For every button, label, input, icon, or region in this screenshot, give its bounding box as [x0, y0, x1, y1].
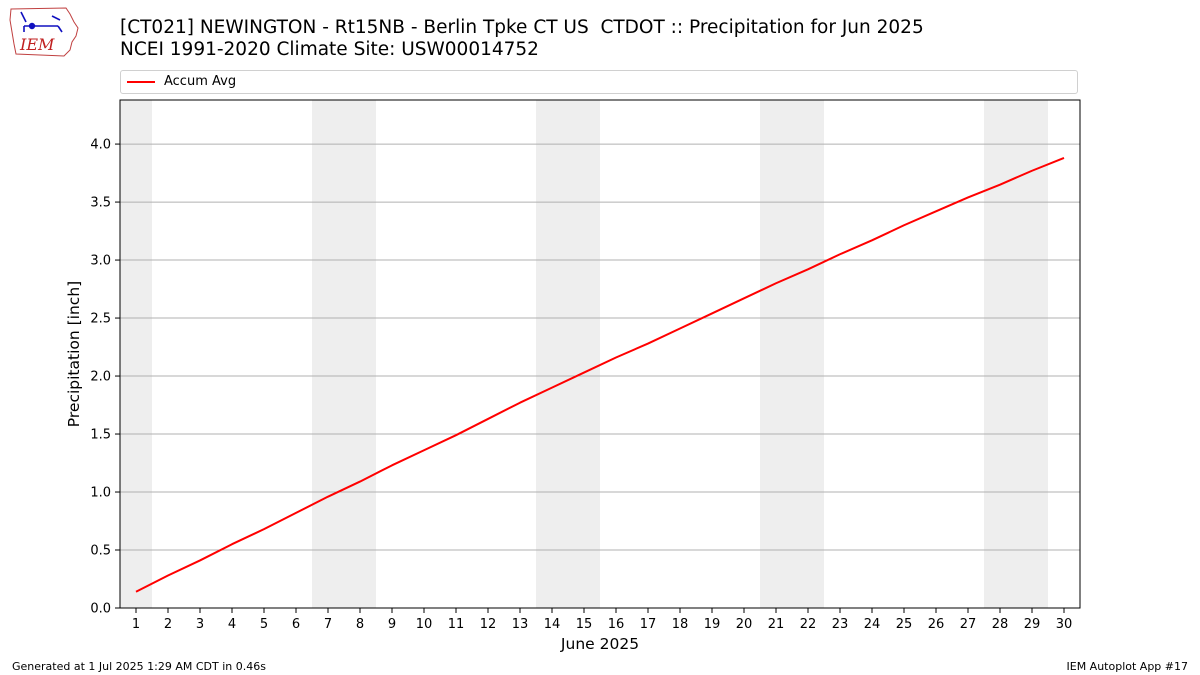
x-tick-label: 24 [864, 617, 881, 632]
y-tick-label: 1.0 [90, 486, 111, 501]
x-tick-label: 3 [196, 617, 204, 632]
y-tick-label: 2.5 [90, 312, 111, 327]
logo-text: IEM [19, 35, 55, 54]
weekend-shade [760, 100, 824, 608]
y-tick-label: 0.5 [90, 544, 111, 559]
y-tick-label: 4.0 [90, 138, 111, 153]
weather-station-icon [20, 11, 63, 33]
weekend-shade [120, 100, 152, 608]
x-tick-label: 17 [640, 617, 657, 632]
y-axis-label: Precipitation [inch] [65, 281, 83, 427]
x-tick-label: 15 [576, 617, 593, 632]
x-tick-label: 18 [672, 617, 689, 632]
x-tick-label: 5 [260, 617, 268, 632]
x-tick-label: 21 [768, 617, 785, 632]
x-tick-label: 9 [388, 617, 396, 632]
x-tick-label: 23 [832, 617, 849, 632]
x-tick-label: 26 [928, 617, 945, 632]
legend: Accum Avg [120, 70, 1078, 94]
x-tick-label: 22 [800, 617, 817, 632]
x-tick-label: 14 [544, 617, 561, 632]
weekend-shade [984, 100, 1048, 608]
x-tick-label: 2 [164, 617, 172, 632]
y-tick-label: 2.0 [90, 370, 111, 385]
weekend-shade [536, 100, 600, 608]
iem-logo: IEM [9, 7, 79, 57]
x-tick-label: 30 [1056, 617, 1073, 632]
x-tick-label: 28 [992, 617, 1009, 632]
x-tick-label: 4 [228, 617, 236, 632]
x-tick-label: 6 [292, 617, 300, 632]
iowa-state-outline-icon [9, 7, 79, 57]
x-tick-label: 27 [960, 617, 977, 632]
generated-timestamp: Generated at 1 Jul 2025 1:29 AM CDT in 0… [12, 660, 266, 673]
x-tick-label: 16 [608, 617, 625, 632]
y-tick-label: 0.0 [90, 602, 111, 617]
legend-label-accum-avg: Accum Avg [164, 74, 237, 89]
y-tick-label: 1.5 [90, 428, 111, 443]
x-tick-label: 8 [356, 617, 364, 632]
x-axis-label: June 2025 [560, 635, 639, 653]
y-tick-label: 3.5 [90, 196, 111, 211]
x-tick-label: 1 [132, 617, 140, 632]
chart-subtitle: NCEI 1991-2020 Climate Site: USW00014752 [120, 39, 539, 60]
app-id-label: IEM Autoplot App #17 [1066, 660, 1189, 673]
legend-swatch-accum-avg [127, 81, 155, 83]
series-line-accum-avg [135, 157, 1065, 593]
x-tick-label: 20 [736, 617, 753, 632]
x-tick-label: 12 [480, 617, 497, 632]
x-tick-label: 29 [1024, 617, 1041, 632]
x-tick-label: 25 [896, 617, 913, 632]
x-tick-label: 7 [324, 617, 332, 632]
x-tick-label: 19 [704, 617, 721, 632]
x-tick-label: 13 [512, 617, 529, 632]
y-tick-label: 3.0 [90, 254, 111, 269]
plot-frame [119, 99, 1081, 609]
chart-title: [CT021] NEWINGTON - Rt15NB - Berlin Tpke… [120, 17, 924, 38]
weekend-shade [312, 100, 376, 608]
x-tick-label: 10 [416, 617, 433, 632]
x-tick-label: 11 [448, 617, 465, 632]
